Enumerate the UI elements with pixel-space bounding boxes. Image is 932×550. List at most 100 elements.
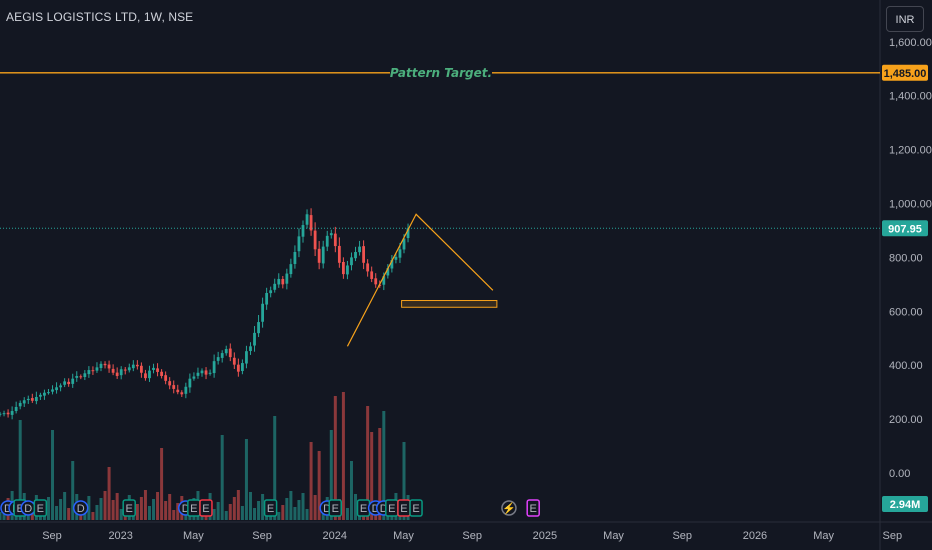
- chart-title: AEGIS LOGISTICS LTD, 1W, NSE: [6, 10, 194, 24]
- candle: [366, 263, 370, 272]
- volume-bar: [55, 506, 59, 520]
- x-tick-label: Sep: [672, 530, 692, 542]
- candle: [95, 367, 99, 371]
- y-tick-label: 1,000.00: [889, 199, 932, 211]
- volume-bar: [273, 416, 277, 520]
- candle: [55, 387, 58, 391]
- event-label: E: [530, 503, 537, 515]
- candles: [0, 208, 410, 420]
- volume-tag-bg: [882, 496, 928, 512]
- volume-bar: [333, 396, 337, 520]
- volume-bar: [99, 498, 103, 520]
- candle: [131, 364, 135, 369]
- currency-button[interactable]: INR: [886, 6, 924, 32]
- candle: [99, 363, 103, 369]
- volume-bar: [285, 498, 289, 520]
- candle: [346, 265, 349, 275]
- candle: [342, 261, 345, 275]
- candle: [212, 361, 216, 374]
- event-label: ⚡: [502, 502, 516, 515]
- candle: [313, 230, 317, 250]
- target-price-tag: 1,485.00: [884, 68, 927, 80]
- y-tick-label: 200.00: [889, 414, 923, 426]
- volume-bar: [184, 512, 188, 520]
- candle: [321, 246, 325, 264]
- volume-bar: [281, 505, 285, 520]
- volume-bar: [297, 500, 301, 520]
- volume-bar: [147, 506, 151, 520]
- candle: [91, 370, 95, 372]
- event-markers[interactable]: DDEDEDEDEEEDEEDDEEE⚡E: [0, 499, 540, 517]
- candle: [394, 256, 398, 260]
- volume-bar: [289, 491, 293, 520]
- y-tick-label: 400.00: [889, 360, 923, 372]
- earnings-marker: [526, 499, 540, 517]
- axis-labels: 1,600.00 1,400.00 1,200.00 1,000.00 800.00 60…: [42, 37, 932, 542]
- y-tick-label: 1,200.00: [889, 145, 932, 157]
- event-label: E: [388, 503, 395, 515]
- candle: [148, 370, 151, 379]
- event-label: E: [412, 503, 419, 515]
- candle: [253, 332, 256, 346]
- candle: [79, 376, 83, 378]
- candle: [317, 248, 321, 263]
- candle: [261, 303, 264, 322]
- candle: [245, 351, 248, 364]
- x-tick-label: 2025: [533, 530, 557, 542]
- earnings-marker: [409, 499, 423, 517]
- volume-bar: [160, 448, 164, 520]
- volume-bar: [277, 512, 281, 520]
- event-label: E: [202, 503, 209, 515]
- earnings-marker: [199, 499, 213, 517]
- volume-bar: [220, 435, 224, 520]
- candle: [87, 370, 91, 375]
- candle: [305, 214, 309, 225]
- candle: [277, 278, 281, 285]
- candle: [273, 283, 277, 290]
- drawings[interactable]: Pattern Target.: [0, 66, 880, 347]
- event-label: E: [16, 503, 23, 515]
- volume-bar: [107, 467, 111, 520]
- price-tags: 1,485.00 907.95 2.94M: [882, 64, 928, 512]
- candle: [188, 378, 192, 388]
- y-tick-label: 800.00: [889, 252, 923, 264]
- volume-bar: [257, 501, 261, 520]
- dividend-marker: [72, 500, 89, 516]
- event-label: D: [380, 503, 388, 515]
- y-tick-label: 1,600.00: [889, 37, 932, 49]
- volume-bar: [382, 411, 386, 520]
- candle: [152, 367, 155, 370]
- candle: [51, 389, 54, 392]
- candle: [123, 369, 127, 371]
- volume-bar: [345, 508, 349, 520]
- candle: [398, 249, 402, 258]
- candle: [34, 397, 38, 402]
- volume-bar: [253, 508, 257, 520]
- candle: [111, 368, 115, 373]
- x-tick-label: 2026: [743, 530, 767, 542]
- volume-bar: [216, 502, 220, 520]
- earnings-marker: [33, 499, 48, 517]
- candle: [289, 264, 293, 275]
- candle: [249, 346, 252, 352]
- x-tick-label: Sep: [42, 530, 62, 542]
- volume-bar: [212, 509, 216, 520]
- candle: [140, 365, 143, 373]
- volume-bar: [115, 493, 119, 520]
- candle: [281, 278, 285, 285]
- event-label: E: [190, 503, 197, 515]
- x-tick-label: 2023: [108, 530, 132, 542]
- candle: [228, 348, 232, 358]
- candle: [196, 372, 200, 376]
- candle: [144, 373, 147, 379]
- candle: [329, 233, 333, 236]
- candle: [39, 394, 42, 397]
- volume-bar: [0, 512, 2, 520]
- triangle-pattern: [346, 213, 494, 347]
- candle: [22, 400, 26, 404]
- candle: [119, 369, 123, 376]
- candle: [103, 363, 107, 366]
- event-label: D: [323, 503, 331, 515]
- x-tick-label: Sep: [462, 530, 482, 542]
